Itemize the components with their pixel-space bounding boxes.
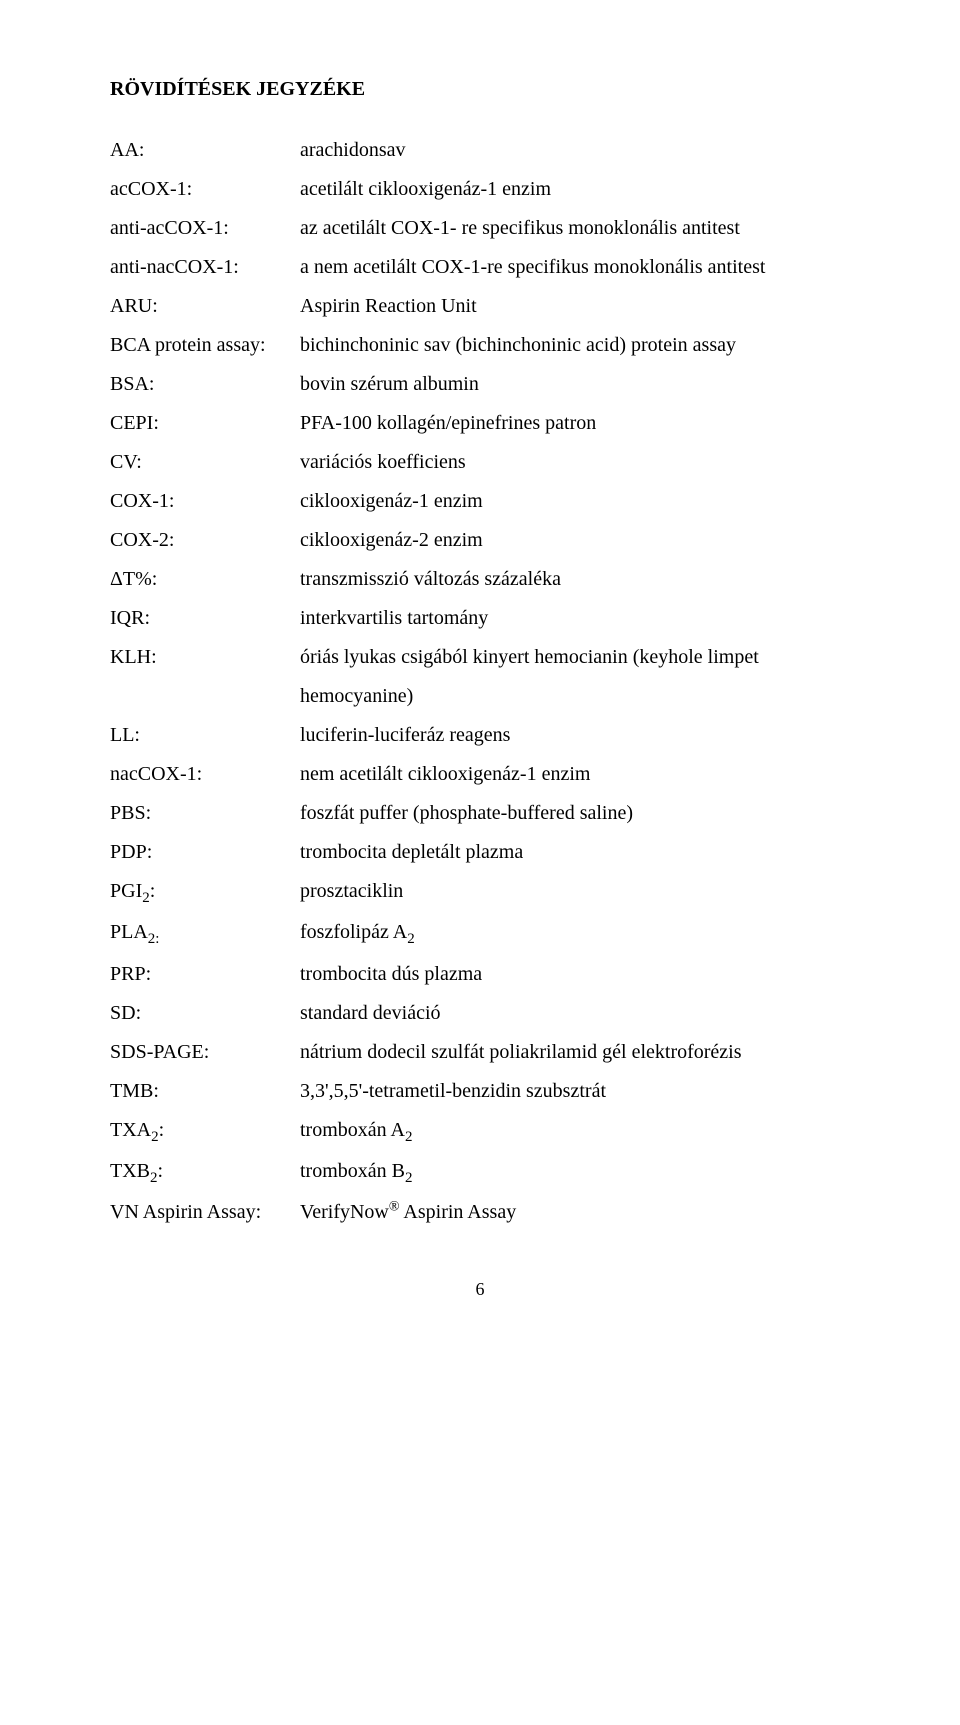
abbrev-key: PDP: xyxy=(110,833,300,872)
abbrev-value: variációs koefficiens xyxy=(300,443,850,482)
abbrev-value: prosztaciklin xyxy=(300,872,850,911)
abbrev-row: VN Aspirin Assay:VerifyNow® Aspirin Assa… xyxy=(110,1193,850,1232)
abbreviations-list: AA:arachidonsavacCOX-1:acetilált cikloox… xyxy=(110,131,850,1232)
abbrev-value: arachidonsav xyxy=(300,131,850,170)
abbrev-row: ΔT%:transzmisszió változás százaléka xyxy=(110,560,850,599)
abbrev-row: PLA2:foszfolipáz A2 xyxy=(110,913,850,954)
abbrev-key: PBS: xyxy=(110,794,300,833)
abbrev-key: SD: xyxy=(110,994,300,1033)
abbrev-key: BSA: xyxy=(110,365,300,404)
abbrev-key: COX-1: xyxy=(110,482,300,521)
abbrev-key: nacCOX-1: xyxy=(110,755,300,794)
abbrev-key: ΔT%: xyxy=(110,560,300,599)
abbrev-key: BCA protein assay: xyxy=(110,326,300,365)
abbrev-row: PRP:trombocita dús plazma xyxy=(110,955,850,994)
abbrev-value: hemocyanine) xyxy=(300,677,850,716)
abbrev-key: PGI2: xyxy=(110,872,300,913)
abbrev-value: ciklooxigenáz-2 enzim xyxy=(300,521,850,560)
abbrev-key: KLH: xyxy=(110,638,300,677)
abbrev-value: nem acetilált ciklooxigenáz-1 enzim xyxy=(300,755,850,794)
abbrev-row: CV:variációs koefficiens xyxy=(110,443,850,482)
abbrev-key: anti-nacCOX-1: xyxy=(110,248,300,287)
abbrev-row: PDP:trombocita depletált plazma xyxy=(110,833,850,872)
abbrev-row: PBS:foszfát puffer (phosphate-buffered s… xyxy=(110,794,850,833)
abbrev-row: LL:luciferin-luciferáz reagens xyxy=(110,716,850,755)
abbrev-key: PRP: xyxy=(110,955,300,994)
abbrev-value: VerifyNow® Aspirin Assay xyxy=(300,1193,850,1232)
abbrev-key: CEPI: xyxy=(110,404,300,443)
page-title: RÖVIDÍTÉSEK JEGYZÉKE xyxy=(110,70,850,109)
abbrev-key: AA: xyxy=(110,131,300,170)
abbrev-row: SD:standard deviáció xyxy=(110,994,850,1033)
abbrev-row: TXB2:tromboxán B2 xyxy=(110,1152,850,1193)
abbrev-row: anti-nacCOX-1:a nem acetilált COX-1-re s… xyxy=(110,248,850,287)
abbrev-key: IQR: xyxy=(110,599,300,638)
abbrev-row: SDS-PAGE:nátrium dodecil szulfát poliakr… xyxy=(110,1033,850,1072)
abbrev-key: COX-2: xyxy=(110,521,300,560)
abbrev-row: IQR:interkvartilis tartomány xyxy=(110,599,850,638)
abbrev-row: acCOX-1:acetilált ciklooxigenáz-1 enzim xyxy=(110,170,850,209)
abbrev-value: ciklooxigenáz-1 enzim xyxy=(300,482,850,521)
abbrev-key: TMB: xyxy=(110,1072,300,1111)
abbrev-key: ARU: xyxy=(110,287,300,326)
abbrev-key: PLA2: xyxy=(110,913,300,954)
abbrev-value: trombocita depletált plazma xyxy=(300,833,850,872)
abbrev-value: bichinchoninic sav (bichinchoninic acid)… xyxy=(300,326,850,365)
abbrev-value: trombocita dús plazma xyxy=(300,955,850,994)
abbrev-row: KLH:óriás lyukas csigából kinyert hemoci… xyxy=(110,638,850,677)
abbrev-row: TMB:3,3',5,5'-tetrametil-benzidin szubsz… xyxy=(110,1072,850,1111)
abbrev-value: nátrium dodecil szulfát poliakrilamid gé… xyxy=(300,1033,850,1072)
abbrev-value: az acetilált COX-1- re specifikus monokl… xyxy=(300,209,850,248)
abbrev-row: nacCOX-1:nem acetilált ciklooxigenáz-1 e… xyxy=(110,755,850,794)
abbrev-value: interkvartilis tartomány xyxy=(300,599,850,638)
abbrev-key: VN Aspirin Assay: xyxy=(110,1193,300,1232)
abbrev-value: PFA-100 kollagén/epinefrines patron xyxy=(300,404,850,443)
abbrev-row: anti-acCOX-1:az acetilált COX-1- re spec… xyxy=(110,209,850,248)
abbrev-value: 3,3',5,5'-tetrametil-benzidin szubsztrát xyxy=(300,1072,850,1111)
page-number: 6 xyxy=(110,1272,850,1307)
abbrev-value: acetilált ciklooxigenáz-1 enzim xyxy=(300,170,850,209)
abbrev-row: COX-2:ciklooxigenáz-2 enzim xyxy=(110,521,850,560)
abbrev-value: bovin szérum albumin xyxy=(300,365,850,404)
abbrev-row: AA:arachidonsav xyxy=(110,131,850,170)
abbrev-key: LL: xyxy=(110,716,300,755)
abbrev-row: ARU:Aspirin Reaction Unit xyxy=(110,287,850,326)
abbrev-value: a nem acetilált COX-1-re specifikus mono… xyxy=(300,248,850,287)
abbrev-value: foszfát puffer (phosphate-buffered salin… xyxy=(300,794,850,833)
abbrev-value: standard deviáció xyxy=(300,994,850,1033)
abbrev-row-cont: hemocyanine) xyxy=(110,677,850,716)
abbrev-value: transzmisszió változás százaléka xyxy=(300,560,850,599)
abbrev-row: COX-1:ciklooxigenáz-1 enzim xyxy=(110,482,850,521)
abbrev-key: acCOX-1: xyxy=(110,170,300,209)
abbrev-key: TXB2: xyxy=(110,1152,300,1193)
abbrev-row: BCA protein assay:bichinchoninic sav (bi… xyxy=(110,326,850,365)
abbrev-value: Aspirin Reaction Unit xyxy=(300,287,850,326)
abbrev-value: foszfolipáz A2 xyxy=(300,913,850,954)
abbrev-key: CV: xyxy=(110,443,300,482)
abbrev-key: anti-acCOX-1: xyxy=(110,209,300,248)
abbrev-value: óriás lyukas csigából kinyert hemocianin… xyxy=(300,638,850,677)
abbrev-value: tromboxán B2 xyxy=(300,1152,850,1193)
abbrev-row: BSA:bovin szérum albumin xyxy=(110,365,850,404)
abbrev-row: TXA2:tromboxán A2 xyxy=(110,1111,850,1152)
abbrev-key: TXA2: xyxy=(110,1111,300,1152)
abbrev-value: tromboxán A2 xyxy=(300,1111,850,1152)
abbrev-row: PGI2:prosztaciklin xyxy=(110,872,850,913)
abbrev-row: CEPI:PFA-100 kollagén/epinefrines patron xyxy=(110,404,850,443)
abbrev-value: luciferin-luciferáz reagens xyxy=(300,716,850,755)
abbrev-key: SDS-PAGE: xyxy=(110,1033,300,1072)
